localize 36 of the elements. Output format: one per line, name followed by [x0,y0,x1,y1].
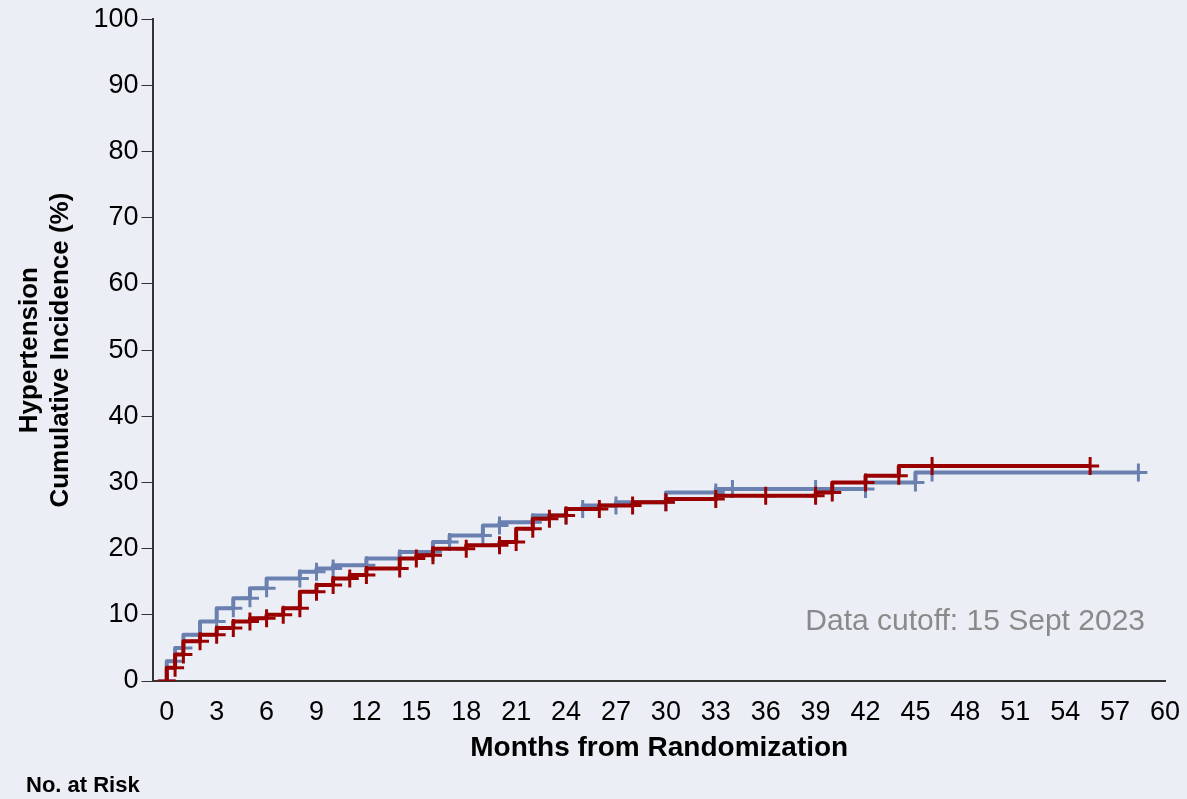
x-tick-label: 42 [850,695,881,726]
x-tick-label: 36 [750,695,781,726]
y-tick-label: 10 [108,598,139,629]
x-tick-label: 57 [1100,695,1131,726]
x-tick-label: 24 [551,695,582,726]
y-tick-label: 0 [123,664,139,695]
x-tick-label: 18 [451,695,482,726]
y-axis-title: Hypertension Cumulative Incidence (%) [12,192,74,508]
y-tick-label: 20 [108,532,139,563]
x-tick-label: 3 [209,695,225,726]
x-tick-label: 12 [351,695,382,726]
x-tick-label: 54 [1050,695,1081,726]
y-tick-label: 30 [108,465,139,496]
y-tick-label: 90 [108,68,139,99]
x-tick-label: 6 [259,695,275,726]
x-tick-label: 21 [501,695,532,726]
x-tick-label: 60 [1149,695,1181,726]
x-tick-label: 27 [600,695,631,726]
x-tick-label: 9 [308,695,325,726]
x-axis-title: Months from Randomization [470,730,849,762]
text: No. at Risk [26,772,141,798]
y-tick-label: 50 [108,333,139,364]
x-tick-label: 51 [1000,695,1031,726]
y-tick-label: 60 [108,267,139,298]
x-tick-label: 45 [900,695,931,726]
x-tick-label: 15 [401,695,432,726]
annotation: Data cutoff: 15 Sept 2023 [805,602,1145,636]
y-tick-label: 100 [93,2,139,33]
x-tick-label: 33 [700,695,731,726]
y-tick-label: 70 [108,201,139,232]
x-tick-label: 0 [159,695,175,726]
x-tick-label: 30 [650,695,681,726]
y-tick-label: 80 [108,135,139,166]
x-tick-label: 39 [800,695,831,726]
y-tick-label: 40 [108,399,139,430]
x-tick-label: 48 [950,695,981,726]
